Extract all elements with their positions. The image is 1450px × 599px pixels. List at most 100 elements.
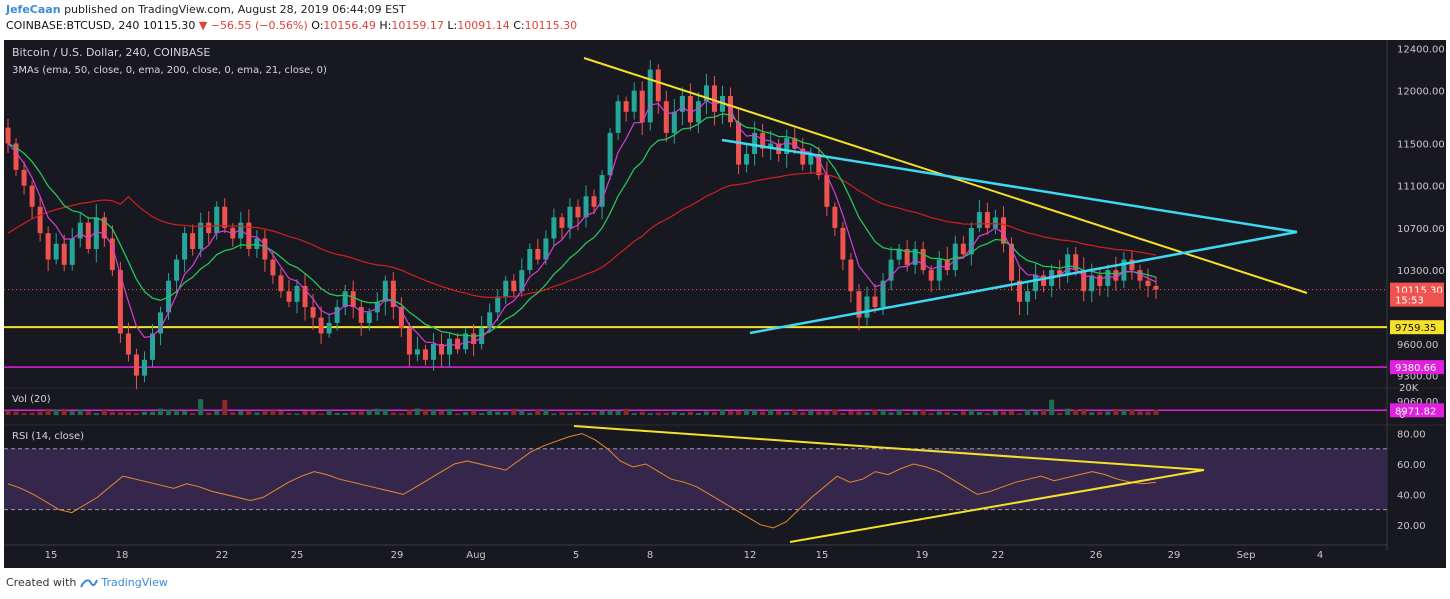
volume-bar — [1057, 413, 1063, 415]
volume-bar — [760, 411, 766, 415]
candle-body — [1145, 280, 1151, 286]
candle-body — [936, 259, 942, 281]
footer: Created with TradingView — [6, 576, 168, 589]
candle-body — [864, 296, 870, 318]
volume-bar — [559, 412, 565, 415]
volume-bar — [1017, 413, 1023, 415]
candle-body — [198, 222, 204, 249]
volume-bar — [278, 411, 284, 415]
time-axis-tick: 18 — [116, 550, 129, 561]
candle-body — [760, 132, 766, 149]
ohlc-open-value: 10156.49 — [323, 19, 376, 32]
candle-body — [792, 138, 798, 149]
publish-header: JefeCaan published on TradingView.com, A… — [0, 0, 1450, 38]
chart-canvas[interactable]: Bitcoin / U.S. Dollar, 240, COINBASE 3MAs… — [4, 40, 1446, 568]
price-axis-tick: 12400.00 — [1397, 44, 1445, 55]
volume-bar — [150, 411, 156, 415]
lower-cyan-trendline — [749, 230, 1298, 335]
volume-bar — [318, 413, 324, 415]
time-axis-tick: 8 — [647, 550, 653, 561]
volume-bar — [679, 412, 685, 415]
candle-body — [784, 138, 790, 154]
volume-title: Vol (20) — [12, 394, 51, 405]
candle-body — [856, 291, 862, 318]
price-badge — [1390, 403, 1444, 418]
candle-body — [117, 270, 123, 334]
last-price: 10115.30 — [142, 19, 196, 32]
tradingview-brand[interactable]: TradingView — [101, 576, 168, 589]
volume-bar — [1033, 411, 1039, 415]
candle-body — [479, 328, 485, 344]
candle-body — [1137, 270, 1143, 281]
volume-bar — [647, 413, 653, 415]
volume-bar — [1145, 411, 1151, 415]
volume-bar — [1008, 410, 1014, 415]
volume-bar — [254, 412, 260, 415]
volume-bar — [206, 412, 212, 415]
candle-body — [711, 85, 717, 112]
price-axis-tick: 10300.00 — [1397, 266, 1445, 277]
candle-body — [511, 280, 517, 292]
author-name[interactable]: JefeCaan — [6, 3, 61, 16]
volume-bar — [583, 413, 589, 415]
volume-bar — [639, 411, 645, 415]
volume-bar — [463, 411, 469, 415]
candle-body — [109, 238, 115, 271]
volume-bar — [792, 409, 798, 415]
time-axis-tick: 22 — [992, 550, 1005, 561]
candle-body — [687, 95, 693, 123]
volume-bar — [21, 413, 27, 415]
candle-body — [278, 275, 284, 292]
volume-bar — [904, 412, 910, 415]
volume-bar — [623, 408, 629, 415]
volume-bar — [166, 409, 172, 415]
price-axis-tick: 9060.00 — [1397, 397, 1438, 408]
volume-bar — [222, 399, 228, 415]
volume-bar — [214, 411, 220, 415]
chart-area[interactable]: Bitcoin / U.S. Dollar, 240, COINBASE 3MAs… — [4, 40, 1446, 568]
candle-body — [262, 238, 268, 260]
volume-bar — [535, 410, 541, 415]
volume-bar — [960, 411, 966, 415]
volume-bar — [936, 411, 942, 415]
rsi-lower-trendline — [789, 469, 1205, 543]
candle-body — [543, 238, 549, 260]
rsi-title: RSI (14, close) — [12, 431, 84, 442]
volume-bar — [439, 410, 445, 415]
price-badge — [1390, 360, 1444, 375]
symbol-label: COINBASE:BTCUSD, 240 — [6, 19, 140, 32]
time-axis-tick: 29 — [391, 550, 404, 561]
candle-body — [1057, 270, 1063, 276]
candle-body — [655, 69, 661, 102]
ema-21-line — [7, 100, 1157, 348]
volume-bar — [109, 411, 115, 415]
volume-bar — [888, 412, 894, 415]
ohlc-low-value: 10091.14 — [457, 19, 510, 32]
candle-body — [37, 206, 43, 234]
rsi-axis-tick: 20.00 — [1397, 521, 1426, 532]
candle-body — [1121, 259, 1127, 281]
upper-cyan-trendline — [721, 138, 1298, 234]
price-axis-tick: 11500.00 — [1397, 139, 1445, 150]
chart-title: Bitcoin / U.S. Dollar, 240, COINBASE — [12, 46, 210, 59]
candle-body — [294, 285, 300, 302]
volume-bar — [390, 412, 396, 415]
candle-body — [960, 243, 966, 255]
volume-bar — [198, 399, 204, 415]
candle-body — [1041, 275, 1047, 286]
time-axis-tick: 25 — [291, 550, 304, 561]
candle-body — [495, 296, 501, 313]
candle-body — [744, 154, 750, 165]
candle-body — [647, 69, 653, 123]
time-axis-tick: 4 — [1317, 550, 1323, 561]
publish-line: JefeCaan published on TradingView.com, A… — [6, 3, 406, 16]
candle-body — [125, 333, 131, 355]
volume-bar — [1000, 411, 1006, 415]
volume-bar — [182, 410, 188, 415]
volume-bar — [800, 412, 806, 415]
published-text: published on TradingView.com, August 28,… — [64, 3, 406, 16]
volume-bar — [117, 412, 123, 415]
candle-body — [150, 333, 156, 360]
candle-body — [1113, 270, 1119, 281]
candle-body — [374, 301, 380, 313]
